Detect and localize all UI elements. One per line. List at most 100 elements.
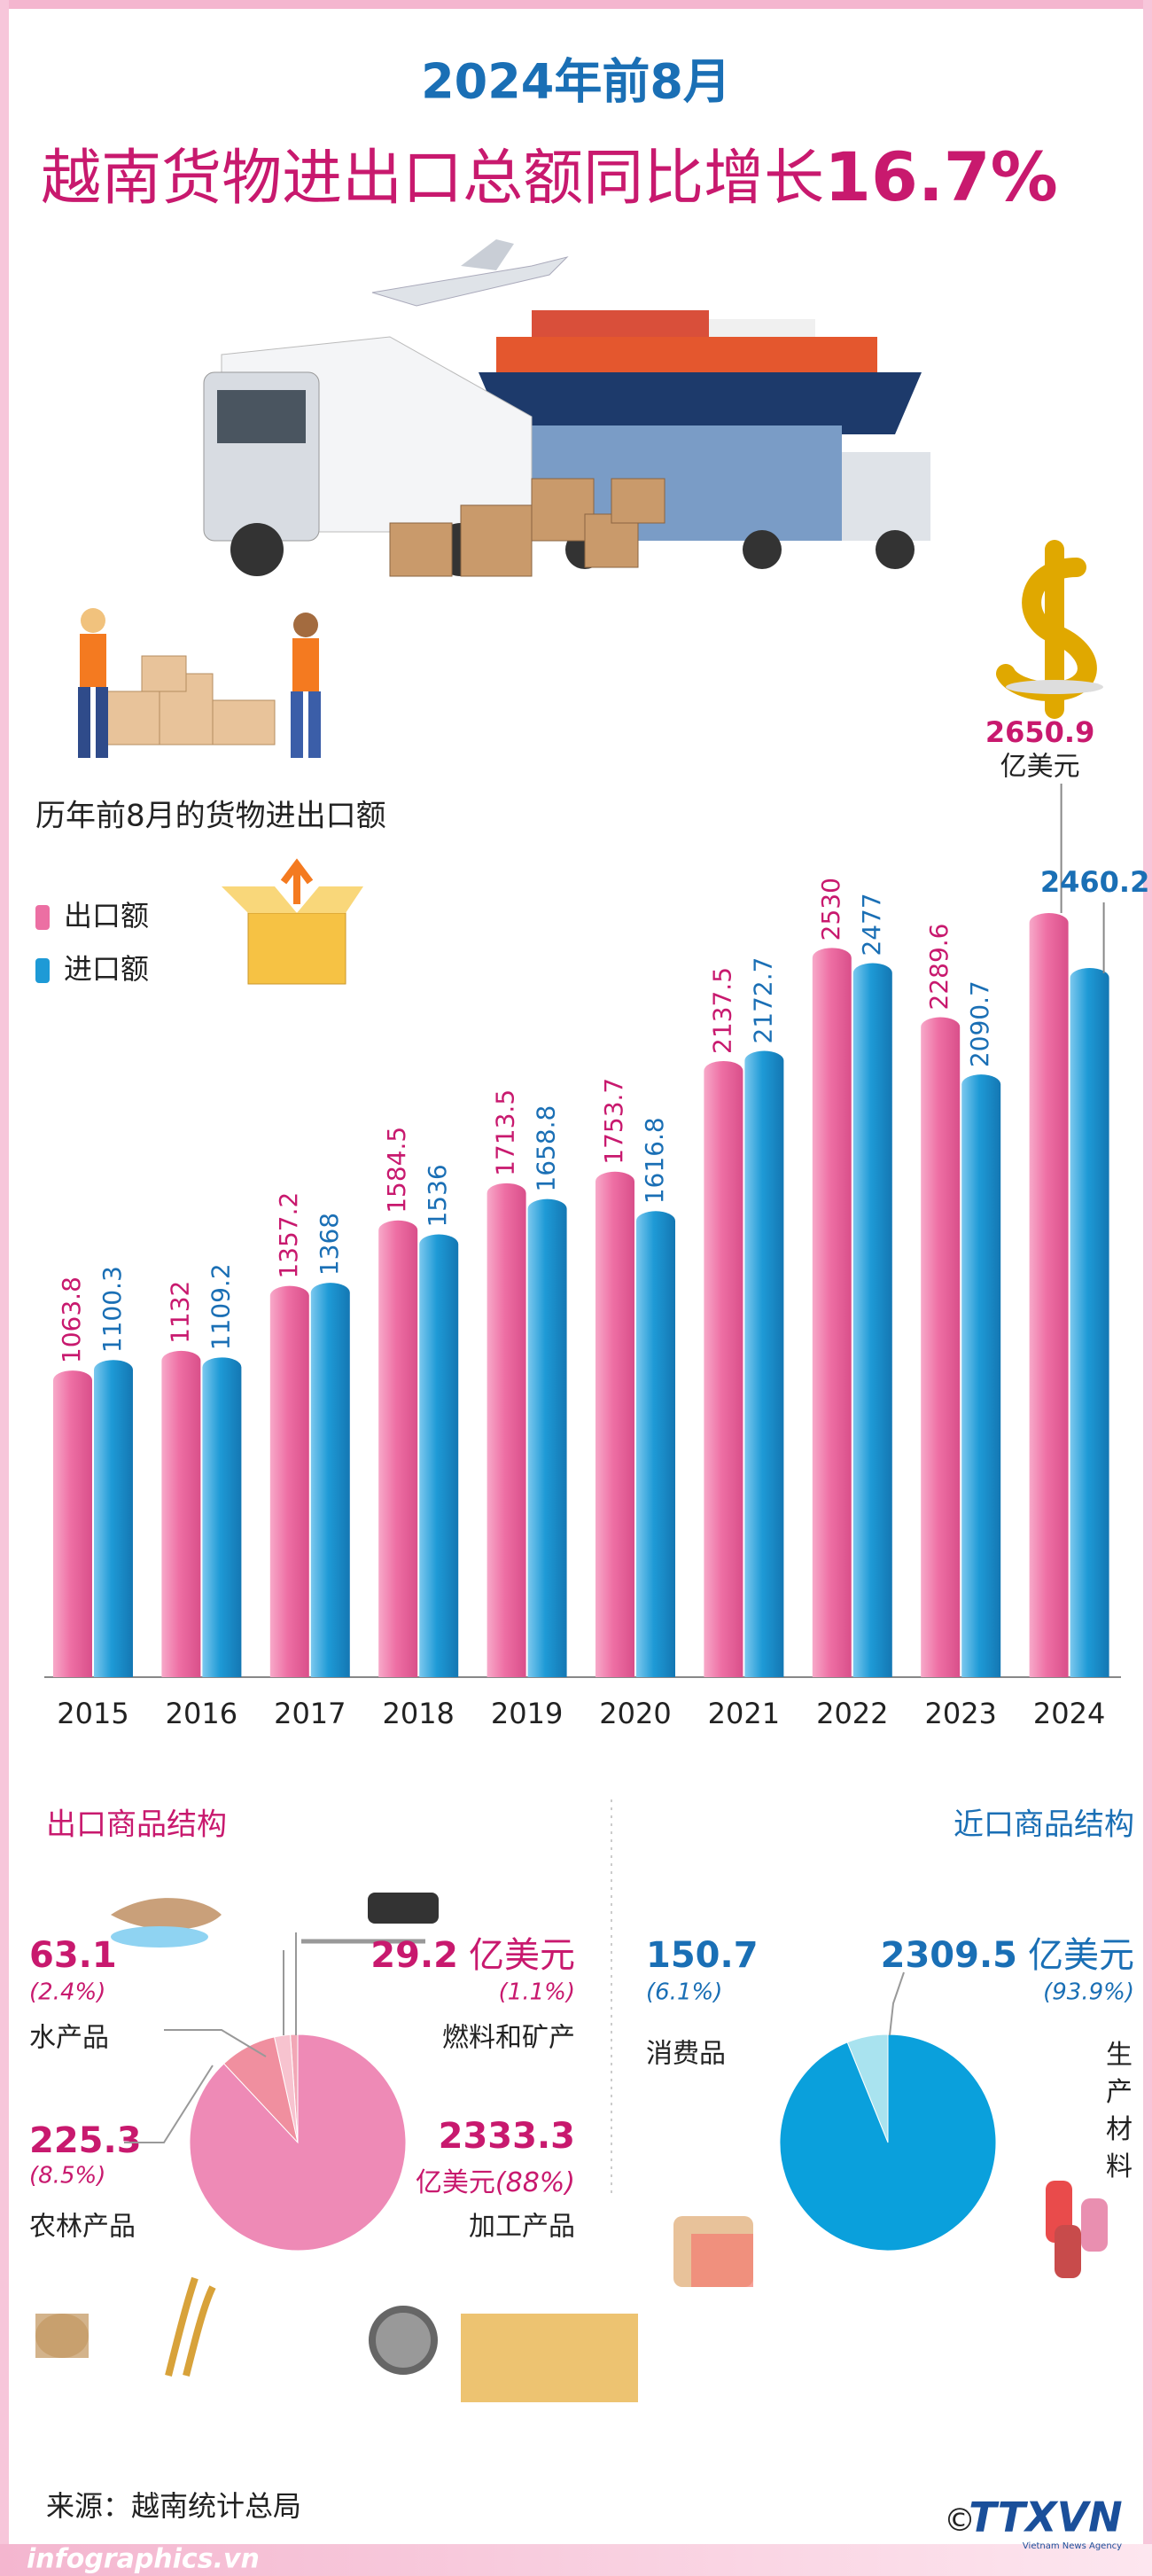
pie-title: 出口商品结构 [46, 1807, 227, 1843]
agency-name: Vietnam News Agency [1023, 2541, 1122, 2551]
percent-label: (2.4%) [29, 1979, 105, 2006]
value-label: 1100.3 [97, 1266, 127, 1353]
x-tick-label: 2015 [57, 1697, 128, 1730]
value-label: 1368 [315, 1213, 344, 1276]
value-label-part: 29.2 [370, 1935, 458, 1976]
workers-illustration [78, 608, 321, 758]
box-icon [222, 858, 363, 985]
value-label: 2333.3 [439, 2116, 575, 2157]
value-label: 2650.9 [985, 715, 1094, 749]
value-label: 2460.2 [1040, 865, 1149, 899]
x-tick-label: 2018 [382, 1697, 454, 1730]
bar [744, 1050, 784, 1677]
value-label: 63.1 [29, 1935, 117, 1976]
pie-slice [779, 2033, 997, 2252]
title-text: 越南货物进出口总额同比增长 [41, 144, 824, 214]
pie-label: 燃料和矿产 [442, 2023, 575, 2054]
value-label-part: 亿美元 [1028, 1935, 1134, 1976]
bar [419, 1234, 459, 1677]
legend-swatch [35, 958, 50, 983]
value-label-part: 150.7 [646, 1935, 759, 1976]
value-label: 1132 [165, 1281, 194, 1344]
frame-top [0, 0, 1152, 9]
copyright-symbol: © [944, 2502, 976, 2539]
bar [202, 1357, 242, 1677]
x-tick-label: 2019 [491, 1697, 563, 1730]
value-label: 2137.5 [707, 967, 736, 1054]
footer-band [0, 2544, 1152, 2576]
leader-line [164, 2029, 267, 2057]
pie-label: 消费品 [646, 2039, 726, 2070]
legend-label: 进口额 [64, 952, 149, 986]
leader-line [889, 1971, 905, 2036]
value-label: 29.2 亿美元 [370, 1935, 575, 1976]
website: infographics.vn [27, 2544, 260, 2575]
bar [486, 1183, 526, 1677]
bar [812, 948, 852, 1677]
value-label: 1584.5 [382, 1127, 411, 1214]
subtitle: 2024年前8月 [421, 54, 731, 110]
value-label: 1713.5 [491, 1089, 520, 1176]
value-label: 150.7 [646, 1935, 759, 1976]
bar [852, 963, 892, 1677]
x-tick-label: 2017 [274, 1697, 346, 1730]
percent-label: (6.1%) [646, 1979, 722, 2006]
bar [161, 1350, 201, 1677]
value-label-part: 225.3 [29, 2120, 142, 2161]
title: 越南货物进出口总额同比增长16.7% [41, 137, 1058, 216]
value-label: 1658.8 [532, 1105, 561, 1192]
x-tick-label: 2024 [1033, 1697, 1105, 1730]
value-label: 1357.2 [274, 1192, 303, 1279]
percent-label-part: (88%) [495, 2167, 575, 2198]
value-label: 1536 [423, 1164, 452, 1227]
value-label: 2289.6 [924, 924, 954, 1011]
value-label: 2090.7 [965, 980, 994, 1067]
percent-label: 亿美元(88%) [416, 2167, 575, 2198]
bar [94, 1360, 133, 1677]
source: 来源：越南统计总局 [46, 2489, 301, 2523]
value-label: 1616.8 [640, 1117, 669, 1204]
percent-label: (1.1%) [499, 1979, 575, 2006]
bar [595, 1171, 634, 1677]
value-label: 2477 [857, 893, 886, 956]
x-tick-label: 2020 [599, 1697, 671, 1730]
value-label: 1063.8 [57, 1276, 86, 1363]
value-label: 225.3 [29, 2120, 142, 2161]
value-label-part: 63.1 [29, 1935, 117, 1976]
frame-left [0, 0, 9, 2576]
value-label: 2530 [816, 878, 845, 941]
frame-right [1143, 0, 1152, 2576]
header-illustration [203, 239, 930, 577]
chart-title: 历年前8月的货物进出口额 [35, 799, 386, 834]
value-label-part: 亿美元 [469, 1935, 575, 1976]
legend-label: 出口额 [64, 899, 149, 933]
value-label: 1753.7 [599, 1078, 628, 1165]
pie-label: 水产品 [29, 2023, 109, 2054]
value-label: 1109.2 [206, 1263, 235, 1350]
percent-label: (93.9%) [1043, 1979, 1134, 2006]
pie-label: 加工产品 [469, 2212, 575, 2243]
x-tick-label: 2023 [924, 1697, 996, 1730]
dollar-icon [996, 540, 1103, 719]
title-highlight: 16.7% [824, 137, 1058, 216]
pie-label: 农林产品 [29, 2212, 136, 2243]
pie-title: 近口商品结构 [954, 1807, 1134, 1843]
agency-logo: TTXVN [969, 2494, 1122, 2541]
bar [704, 1060, 743, 1677]
percent-label-part: 亿美元 [416, 2167, 495, 2198]
bar [310, 1283, 350, 1677]
unit-label: 亿美元 [1000, 752, 1080, 783]
value-label: 2309.5 亿美元 [881, 1935, 1134, 1976]
pie-label: 生产材料 [1106, 2040, 1133, 2182]
bar [269, 1285, 309, 1677]
x-tick-label: 2021 [708, 1697, 780, 1730]
bar [961, 1074, 1001, 1677]
legend-swatch [35, 905, 50, 930]
bar [921, 1017, 961, 1677]
value-label: 2172.7 [748, 957, 777, 1044]
x-tick-label: 2022 [816, 1697, 888, 1730]
percent-label: (8.5%) [29, 2163, 105, 2190]
pie-slice [189, 2033, 407, 2252]
